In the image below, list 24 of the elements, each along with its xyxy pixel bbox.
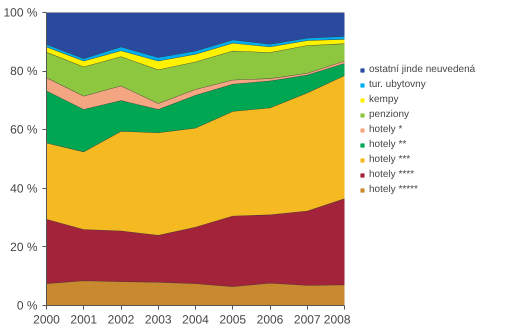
x-tick-label: 2001 [70, 312, 98, 326]
y-tick-label: 40 % [10, 181, 38, 196]
legend-label: hotely * [369, 124, 402, 135]
legend-label: hotely **** [369, 169, 414, 180]
x-tick-label: 2004 [182, 312, 210, 326]
y-tick-label: 80 % [10, 64, 38, 78]
x-tick-label: 2003 [144, 312, 172, 326]
x-tick-label: 2005 [219, 312, 246, 326]
x-tick-label: 2008 [324, 312, 351, 326]
legend-label: hotely ***** [369, 184, 418, 195]
y-tick-label: 100 % [3, 6, 38, 20]
legend-label: tur. ubytovny [369, 79, 426, 90]
legend-label: hotely *** [369, 154, 410, 165]
x-tick-label: 2006 [256, 312, 284, 326]
y-tick-label: 20 % [10, 240, 38, 254]
legend-label: hotely ** [369, 139, 406, 150]
legend-label: ostatní jinde neuvedená [369, 64, 476, 75]
y-tick-label: 60 % [10, 122, 38, 137]
x-tick-label: 2000 [33, 312, 60, 326]
x-tick-label: 2007 [294, 312, 321, 326]
x-tick-label: 2002 [108, 312, 135, 326]
legend-label: penziony [369, 109, 410, 120]
legend-label: kempy [369, 94, 398, 105]
y-tick-label: 0 % [16, 298, 38, 312]
